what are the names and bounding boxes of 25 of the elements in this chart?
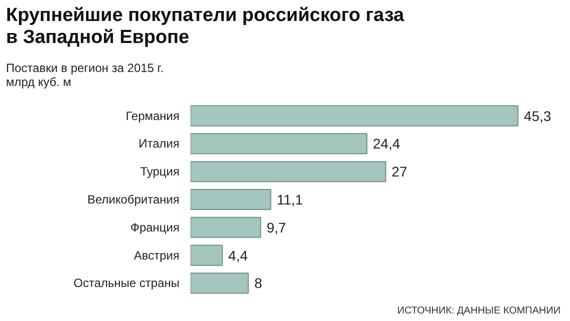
bar	[190, 244, 223, 266]
y-tick-label: Остальные страны	[74, 276, 180, 290]
y-tick-label: Турция	[140, 164, 180, 179]
data-label: 8	[254, 275, 262, 292]
data-label: 4,4	[228, 247, 248, 264]
text: ИСТОЧНИК: ДАННЫЕ КОМПАНИИ	[397, 306, 561, 316]
data-label: 27	[392, 164, 408, 180]
data-label: 24,4	[372, 136, 400, 152]
y-tick-label: Франция	[130, 220, 180, 234]
bar	[190, 161, 386, 182]
bar	[190, 272, 249, 294]
data-label: 45,3	[524, 108, 552, 124]
chart-title: Крупнейшие покупатели российского газа в Западной Европе	[6, 5, 404, 49]
y-tick-label: Великобритания	[87, 192, 180, 206]
x-axis-title: млрд куб. м	[6, 75, 72, 89]
bar	[190, 188, 272, 210]
data-label: 11,1	[276, 192, 304, 208]
bar	[190, 133, 368, 154]
text: Поставки в регион за 2015 г.	[6, 61, 164, 75]
y-tick-label: Италия	[138, 136, 180, 151]
bar	[190, 105, 518, 126]
y-tick-label: Германия	[126, 108, 180, 123]
data-label: 9,7	[266, 219, 286, 236]
bar	[190, 216, 262, 238]
y-tick-label: Австрия	[134, 248, 180, 262]
